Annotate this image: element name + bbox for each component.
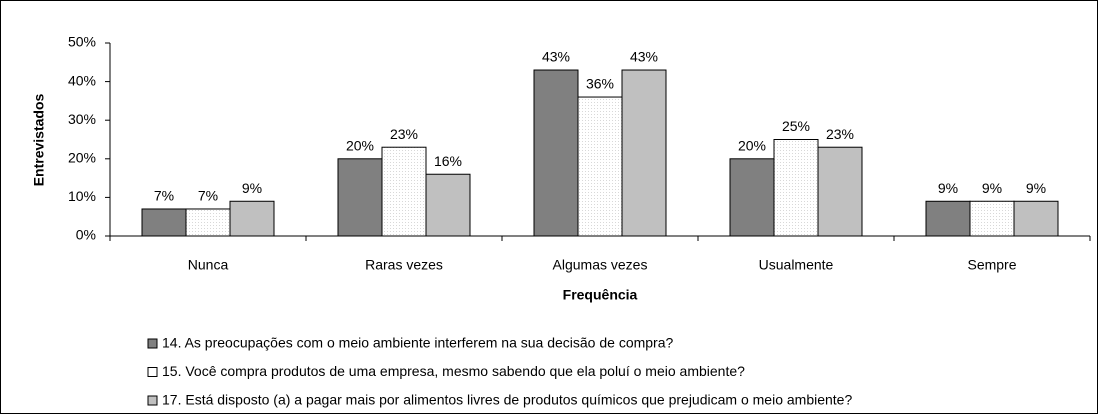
bar: [577, 96, 623, 237]
bar: [425, 173, 471, 237]
y-tick-label: 50%: [68, 34, 96, 50]
y-tick-label: 40%: [68, 72, 96, 88]
legend-label: 17. Está disposto (a) a pagar mais por a…: [162, 392, 852, 408]
legend-swatch: [147, 395, 158, 406]
bar: [533, 69, 579, 237]
bar: [185, 208, 231, 237]
bar: [817, 146, 863, 237]
bar: [925, 200, 971, 237]
bar: [621, 69, 667, 237]
x-tick-label: Nunca: [188, 257, 229, 273]
data-label: 9%: [938, 180, 958, 196]
data-label: 9%: [242, 180, 262, 196]
data-label: 43%: [630, 49, 658, 65]
data-label: 9%: [1026, 180, 1046, 196]
bar: [229, 200, 275, 237]
legend-label: 15. Você compra produtos de uma empresa,…: [162, 363, 745, 379]
x-axis-label: Frequência: [563, 287, 638, 303]
data-label: 7%: [154, 188, 174, 204]
legend-swatch: [147, 338, 158, 349]
x-tick-label: Algumas vezes: [553, 257, 648, 273]
data-label: 20%: [738, 138, 766, 154]
y-axis-label: Entrevistados: [31, 93, 47, 186]
bar: [773, 139, 819, 237]
data-label: 36%: [586, 76, 614, 92]
x-tick-label: Raras vezes: [365, 257, 443, 273]
legend-label: 14. As preocupações com o meio ambiente …: [162, 335, 674, 351]
data-label: 25%: [782, 118, 810, 134]
bar: [1013, 200, 1059, 237]
x-tick-label: Usualmente: [759, 257, 834, 273]
data-label: 20%: [346, 138, 374, 154]
y-tick-label: 0%: [76, 227, 96, 243]
data-label: 9%: [982, 180, 1002, 196]
bar: [141, 208, 187, 237]
legend-swatch: [147, 367, 158, 377]
data-label: 7%: [198, 188, 218, 204]
bar: [381, 146, 427, 237]
data-label: 23%: [390, 126, 418, 142]
bar: [729, 158, 775, 237]
data-label: 43%: [542, 49, 570, 65]
data-label: 23%: [826, 126, 854, 142]
y-tick-label: 20%: [68, 150, 96, 166]
x-tick-label: Sempre: [967, 257, 1016, 273]
y-tick-label: 10%: [68, 188, 96, 204]
bar: [969, 200, 1015, 237]
y-tick-label: 30%: [68, 111, 96, 127]
bar: [337, 158, 383, 237]
data-label: 16%: [434, 153, 462, 169]
